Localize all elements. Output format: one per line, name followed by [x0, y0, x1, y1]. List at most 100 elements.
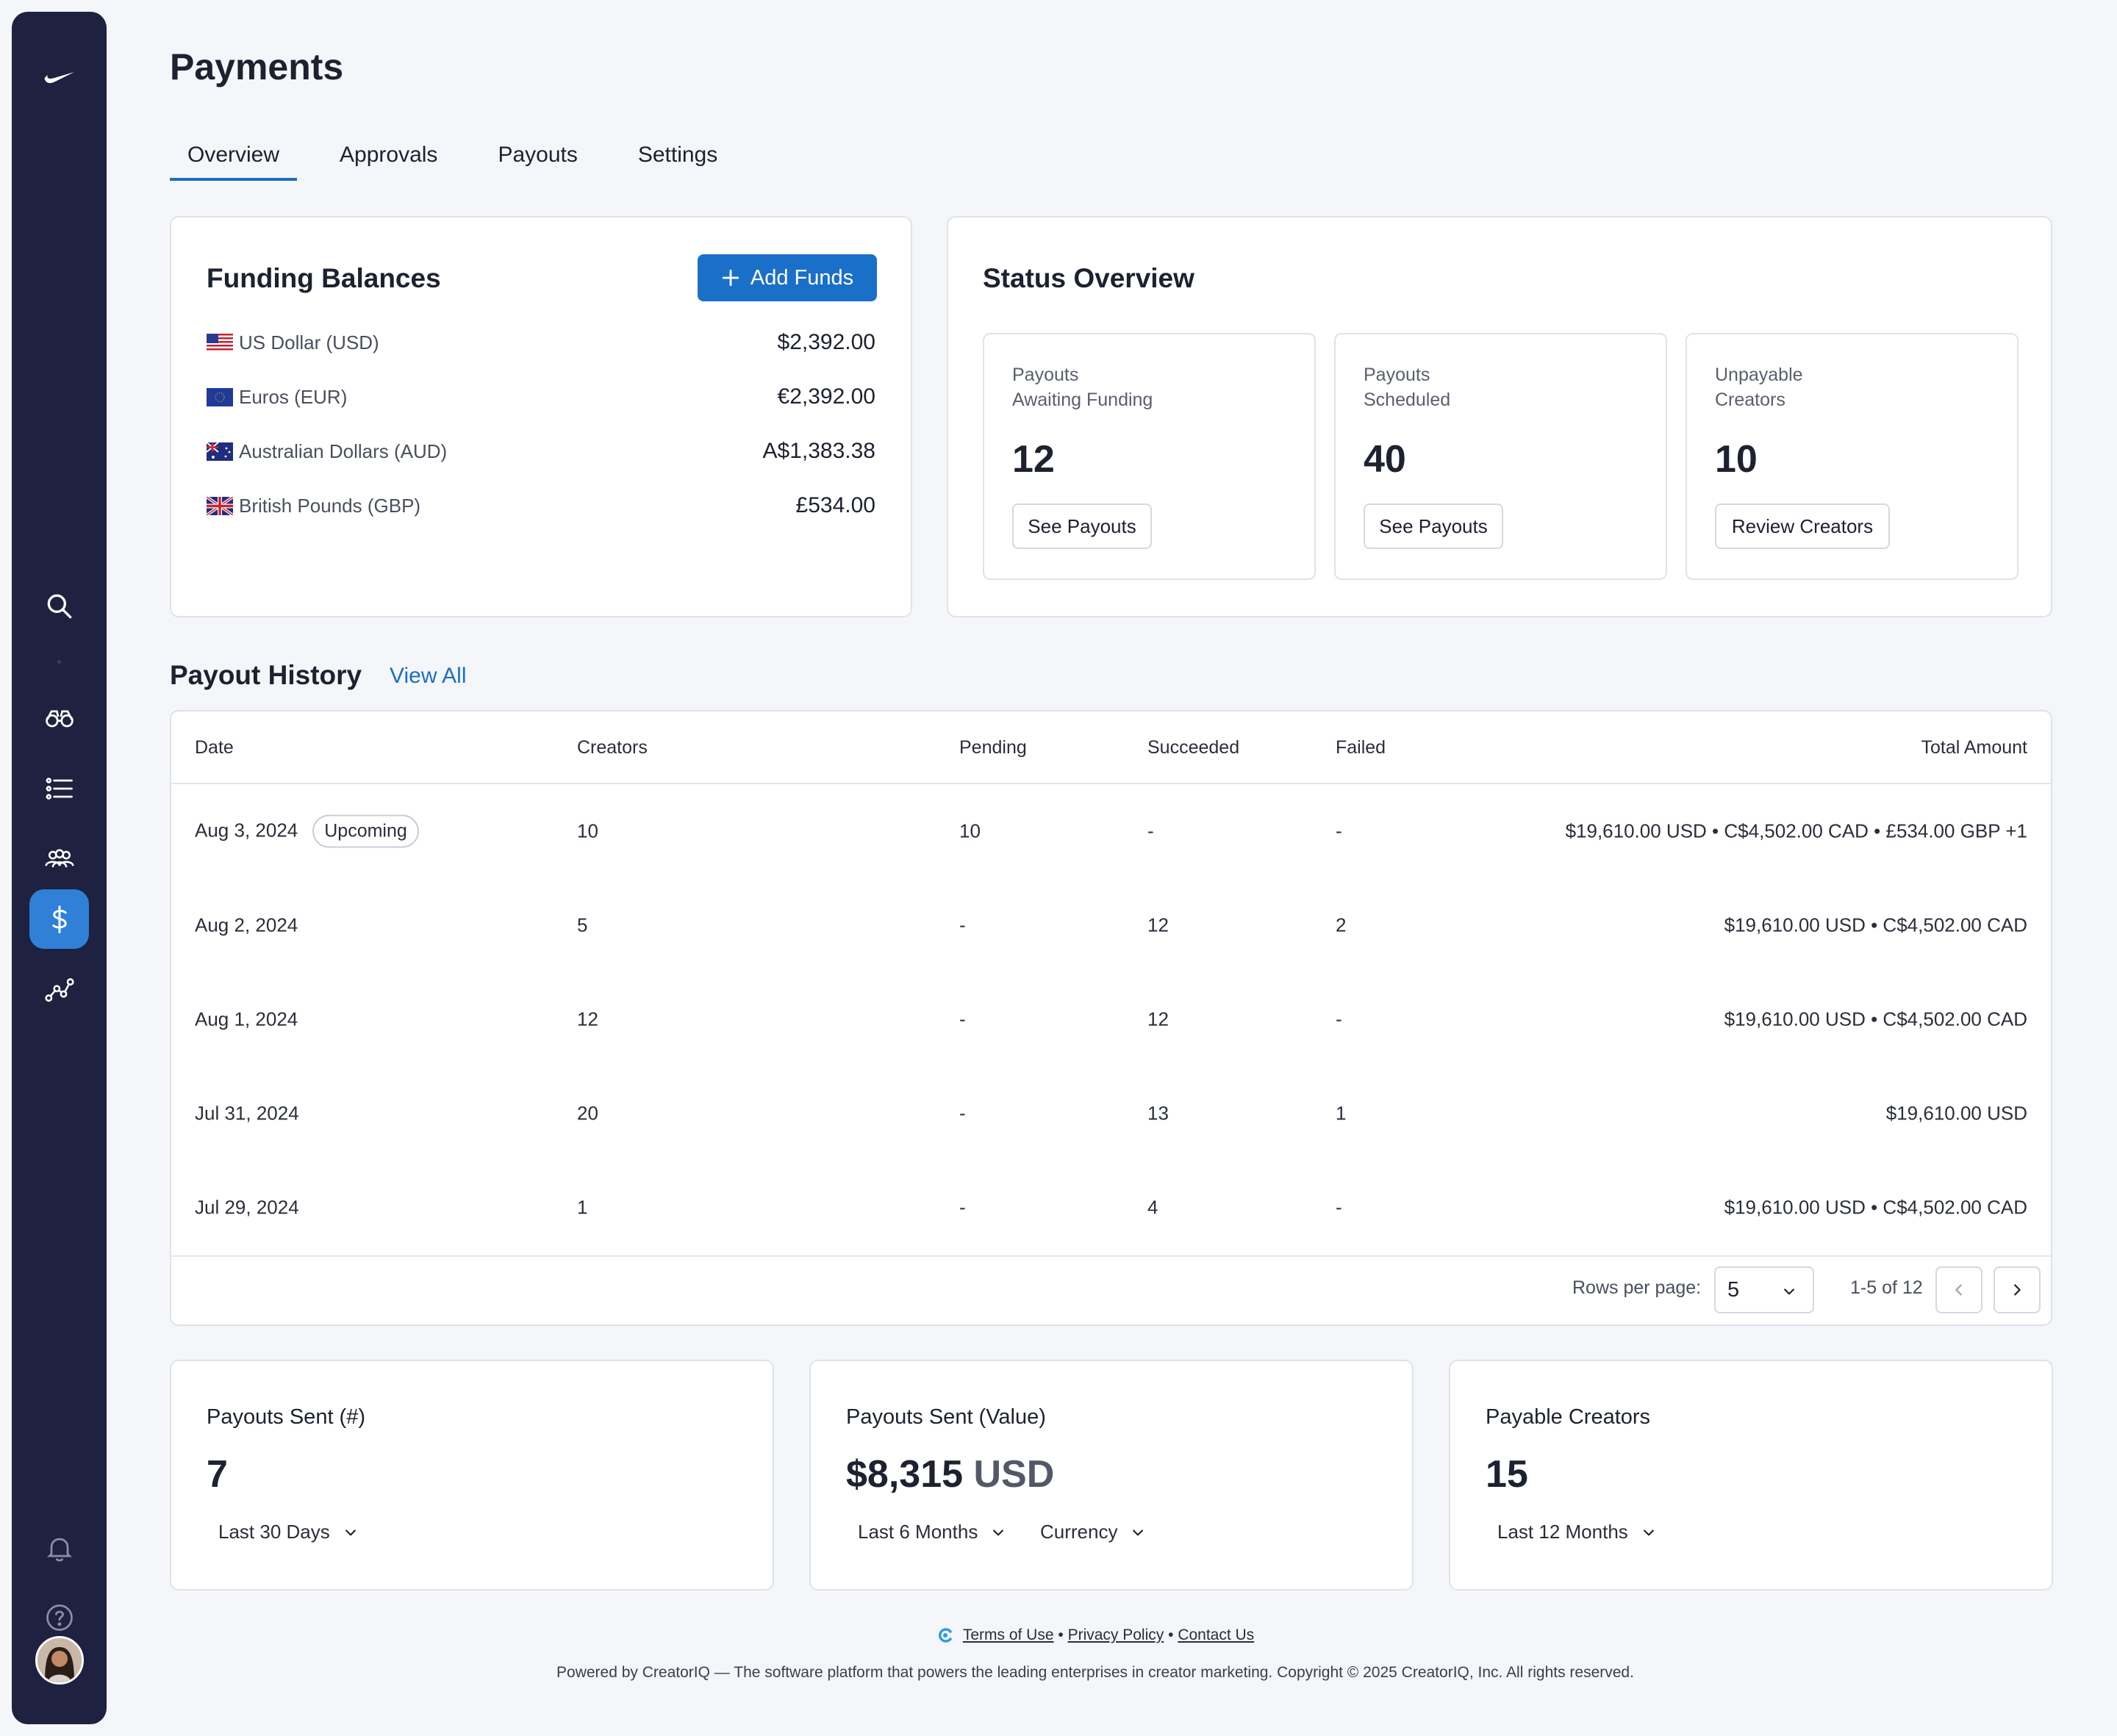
status-overview-card: Status Overview Payouts Awaiting Funding… [947, 216, 2052, 617]
next-page-button[interactable] [1994, 1266, 2041, 1313]
table-row[interactable]: Jul 31, 2024 20 - 13 1 $19,610.00 USD [171, 1066, 2051, 1161]
status-label-line: Payouts [1012, 365, 1079, 385]
metric-label: Payable Creators [1486, 1405, 1651, 1429]
funding-currency-label: British Pounds (GBP) [239, 494, 421, 517]
cell-succeeded: 12 [1147, 1008, 1169, 1030]
analytics-icon[interactable] [29, 960, 89, 1019]
list-icon[interactable] [29, 758, 89, 818]
terms-of-use-link[interactable]: Terms of Use [962, 1626, 1054, 1643]
help-icon[interactable] [29, 1588, 89, 1647]
creatoriq-logo-icon [938, 1628, 952, 1643]
time-range-dropdown[interactable]: Last 6 Months [858, 1521, 1006, 1543]
header-divider [171, 783, 2051, 784]
tab-settings[interactable]: Settings [637, 143, 718, 167]
cell-succeeded: - [1147, 819, 1154, 842]
cell-pending: - [959, 1102, 966, 1125]
status-label-line: Unpayable [1715, 365, 1803, 385]
see-payouts-button[interactable]: See Payouts [1012, 503, 1152, 549]
dropdown-label: Last 6 Months [858, 1521, 978, 1543]
table-row[interactable]: Aug 3, 2024 Upcoming 10 10 - - $19,610.00… [171, 784, 2051, 878]
cell-pending: - [959, 1008, 966, 1030]
tab-bar: Overview Approvals Payouts Settings [170, 137, 760, 181]
status-box-scheduled: Payouts Scheduled 40 See Payouts [1334, 333, 1667, 580]
chevron-right-icon [2014, 1284, 2021, 1296]
people-icon[interactable] [29, 829, 89, 889]
rows-per-page-select[interactable]: 5 [1714, 1266, 1814, 1313]
status-box-unpayable: Unpayable Creators 10 Review Creators [1686, 333, 2019, 580]
status-label-line: Awaiting Funding [1012, 390, 1153, 410]
funding-currency-label: Australian Dollars (AUD) [239, 440, 448, 462]
payout-history-table: Date Creators Pending Succeeded Failed T… [170, 710, 2052, 1326]
au-flag-icon [207, 442, 233, 461]
tab-approvals[interactable]: Approvals [340, 143, 438, 167]
funding-currency-label: US Dollar (USD) [239, 331, 379, 354]
status-label: Payouts Scheduled [1364, 362, 1584, 412]
cell-pending: - [959, 914, 966, 936]
metric-value: 15 [1486, 1452, 1528, 1496]
metric-value: $8,315 USD [846, 1452, 1054, 1496]
chevron-down-icon [1643, 1529, 1654, 1535]
status-label-line: Scheduled [1364, 390, 1451, 410]
cell-pending: 10 [959, 819, 981, 842]
status-count: 10 [1715, 438, 1758, 481]
funding-currency-label: Euros (EUR) [239, 385, 348, 408]
funding-row: Euros (EUR) €2,392.00 [207, 382, 875, 412]
swoosh-logo[interactable] [29, 46, 89, 105]
privacy-policy-link[interactable]: Privacy Policy [1067, 1626, 1164, 1643]
footer-separator: • [1058, 1626, 1064, 1643]
contact-us-link[interactable]: Contact Us [1178, 1626, 1255, 1643]
table-row[interactable]: Jul 29, 2024 1 - 4 - $19,610.00 USD • C$… [171, 1161, 2051, 1255]
date-text: Aug 3, 2024 [195, 819, 298, 842]
column-header-creators[interactable]: Creators [577, 737, 648, 758]
time-range-dropdown[interactable]: Last 12 Months [1497, 1521, 1656, 1543]
currency-dropdown[interactable]: Currency [1040, 1521, 1145, 1543]
funding-amount: €2,392.00 [777, 384, 875, 409]
column-header-succeeded[interactable]: Succeeded [1147, 737, 1240, 758]
cell-creators: 1 [577, 1196, 588, 1219]
us-flag-icon [207, 333, 233, 352]
chevron-down-icon [345, 1529, 356, 1535]
status-label-line: Creators [1715, 390, 1785, 410]
eu-flag-icon [207, 387, 233, 406]
see-payouts-button[interactable]: See Payouts [1364, 503, 1503, 549]
sidebar-divider [57, 660, 61, 664]
column-header-pending[interactable]: Pending [959, 737, 1027, 758]
previous-page-button[interactable] [1935, 1266, 1982, 1313]
tab-payouts[interactable]: Payouts [498, 143, 578, 167]
binoculars-icon[interactable] [29, 688, 89, 747]
metric-number: $8,315 [846, 1453, 964, 1496]
cell-date: Aug 1, 2024 [195, 1008, 298, 1030]
avatar[interactable] [35, 1636, 84, 1685]
chevron-down-icon [1133, 1529, 1144, 1535]
table-row[interactable]: Aug 1, 2024 12 - 12 - $19,610.00 USD • C… [171, 972, 2051, 1066]
tab-overview[interactable]: Overview [170, 137, 298, 181]
cell-total-amount: $19,610.00 USD • C$4,502.00 CAD • £534.0… [1565, 819, 2027, 842]
column-header-date[interactable]: Date [195, 737, 234, 758]
time-range-dropdown[interactable]: Last 30 Days [218, 1521, 358, 1543]
funding-row: Australian Dollars (AUD) A$1,383.38 [207, 437, 875, 466]
dropdown-label: Currency [1040, 1521, 1118, 1543]
view-all-link[interactable]: View All [390, 664, 467, 688]
cell-creators: 10 [577, 819, 598, 842]
bell-icon[interactable] [29, 1518, 89, 1578]
chevron-left-icon [1955, 1284, 1962, 1296]
table-row[interactable]: Aug 2, 2024 5 - 12 2 $19,610.00 USD • C$… [171, 878, 2051, 972]
cell-date: Jul 31, 2024 [195, 1102, 299, 1125]
cell-failed: - [1336, 1008, 1342, 1030]
cell-failed: 1 [1336, 1102, 1347, 1125]
cell-total-amount: $19,610.00 USD • C$4,502.00 CAD [1724, 914, 2027, 936]
chevron-down-icon [993, 1529, 1004, 1535]
search-icon[interactable] [29, 576, 89, 636]
payout-history-title: Payout History [170, 660, 362, 690]
plus-icon [722, 269, 739, 287]
status-box-awaiting-funding: Payouts Awaiting Funding 12 See Payouts [983, 333, 1316, 580]
column-header-total-amount[interactable]: Total Amount [1921, 737, 2027, 758]
review-creators-button[interactable]: Review Creators [1715, 503, 1890, 549]
cell-succeeded: 4 [1147, 1196, 1158, 1219]
add-funds-button[interactable]: Add Funds [698, 254, 877, 301]
dollar-icon[interactable] [29, 889, 89, 949]
footer-separator: • [1168, 1626, 1174, 1643]
cell-failed: 2 [1336, 914, 1347, 936]
column-header-failed[interactable]: Failed [1336, 737, 1386, 758]
dropdown-label: Last 30 Days [218, 1521, 330, 1543]
